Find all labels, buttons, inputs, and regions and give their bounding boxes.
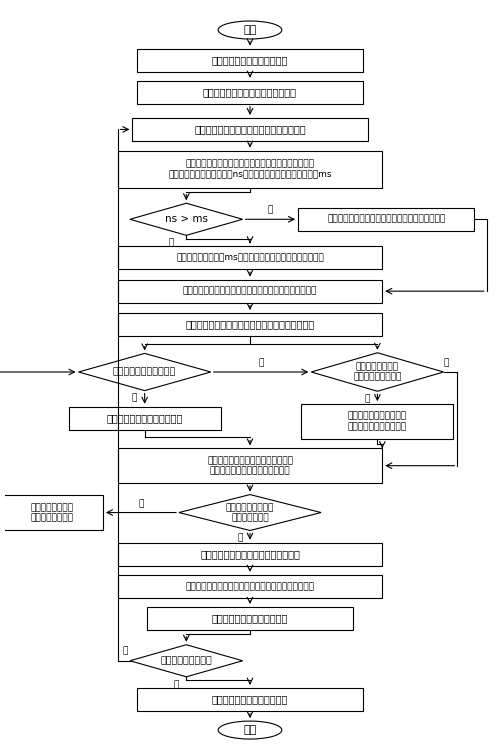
Text: 该工序是否存在紧前工序: 该工序是否存在紧前工序: [113, 367, 176, 376]
Text: 将计划调度工序集中所有工序加入实际调度工序集: 将计划调度工序集中所有工序加入实际调度工序集: [327, 215, 446, 224]
Bar: [118, 279, 382, 303]
Text: 备选工序集是否为空: 备选工序集是否为空: [160, 657, 212, 665]
Text: 是: 是: [132, 394, 138, 403]
Ellipse shape: [218, 21, 282, 39]
Bar: [138, 687, 362, 711]
Ellipse shape: [218, 721, 282, 739]
Text: 将其插入紧前工序较多的车间: 将其插入紧前工序较多的车间: [106, 413, 183, 423]
Polygon shape: [311, 352, 444, 392]
Text: 将集合中剩余工序按路径从大到小排序: 将集合中剩余工序按路径从大到小排序: [200, 549, 300, 559]
Text: 选取比该工序路径
较短的下一个工序: 选取比该工序路径 较短的下一个工序: [30, 503, 73, 523]
Bar: [298, 208, 474, 231]
Bar: [138, 81, 362, 104]
Bar: [0, 495, 103, 530]
Text: 否: 否: [258, 358, 264, 367]
Text: 是: 是: [364, 395, 370, 404]
Bar: [147, 607, 353, 630]
Bar: [138, 49, 362, 72]
Text: 否: 否: [268, 205, 273, 214]
Bar: [118, 448, 382, 483]
Text: 动态更新备选工序集中的工序: 动态更新备选工序集中的工序: [212, 614, 288, 623]
Bar: [132, 118, 368, 141]
Text: ns > ms: ns > ms: [165, 215, 208, 224]
Bar: [302, 404, 454, 439]
Text: 将所有叶子节点工序加入备选工序集: 将所有叶子节点工序加入备选工序集: [203, 87, 297, 97]
Text: 否: 否: [122, 647, 128, 656]
Text: 根据定义形成计划调度工序集合和实际加工车间集合，
计划调度工序集中工序数量ns，实际加工车间集合中车间数量ms: 根据定义形成计划调度工序集合和实际加工车间集合， 计划调度工序集中工序数量ns，…: [168, 160, 332, 179]
Polygon shape: [130, 203, 242, 236]
Text: 开始: 开始: [244, 25, 256, 35]
Text: 按照首次适应依次将工序放入使其完工时间较早的车间: 按照首次适应依次将工序放入使其完工时间较早的车间: [186, 582, 314, 591]
Text: 否: 否: [444, 358, 448, 367]
Text: 选取路径长度较长的ms个工序，将其加入实际调度工序集合: 选取路径长度较长的ms个工序，将其加入实际调度工序集合: [176, 253, 324, 262]
Text: 是: 是: [168, 239, 174, 248]
Text: 该工序是否为集合中
路径最短的工序: 该工序是否为集合中 路径最短的工序: [226, 503, 274, 523]
Text: 输出两车间产品加工的甘特图: 输出两车间产品加工的甘特图: [212, 694, 288, 704]
Text: 是: 是: [238, 534, 242, 543]
Text: 将其放入存在特殊设备且
使其完工时间较早的车间: 将其放入存在特殊设备且 使其完工时间较早的车间: [348, 412, 407, 431]
Text: 从实际调度工序集合中删除该工序，
从实际加工车间集合中删除该车间: 从实际调度工序集合中删除该工序， 从实际加工车间集合中删除该车间: [207, 456, 293, 475]
Text: 按照长路径和迟用时策略确定计划调度工序: 按照长路径和迟用时策略确定计划调度工序: [194, 124, 306, 135]
Text: 从实际调度工序集合中取出第一个路径最长的工序: 从实际调度工序集合中取出第一个路径最长的工序: [186, 319, 314, 330]
Bar: [118, 575, 382, 598]
Polygon shape: [130, 645, 242, 677]
Bar: [118, 313, 382, 336]
Polygon shape: [78, 353, 211, 391]
Text: 否: 否: [138, 499, 143, 508]
Bar: [118, 543, 382, 566]
Text: 该工序的紧后工序
是否为特殊设备工序: 该工序的紧后工序 是否为特殊设备工序: [353, 362, 402, 382]
Text: 是: 是: [174, 680, 179, 689]
Bar: [68, 407, 220, 430]
Bar: [118, 246, 382, 270]
Text: 结束: 结束: [244, 725, 256, 735]
Text: 将实际调度工序集合中的工序按照路径长度从大到小排序: 将实际调度工序集合中的工序按照路径长度从大到小排序: [183, 287, 317, 296]
Bar: [118, 151, 382, 187]
Text: 输入需要加工的产品工序信息: 输入需要加工的产品工序信息: [212, 55, 288, 66]
Polygon shape: [179, 495, 321, 531]
